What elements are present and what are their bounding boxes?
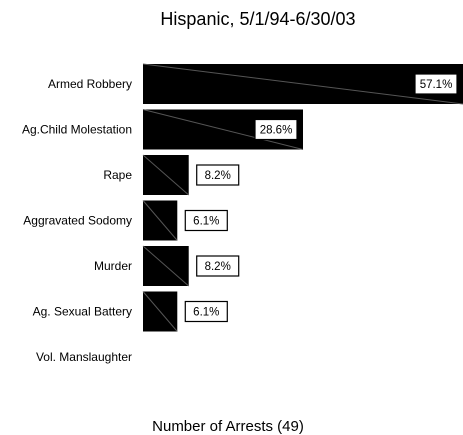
category-label: Aggravated Sodomy xyxy=(23,214,132,228)
value-label-box xyxy=(196,164,240,186)
bar-diagonal xyxy=(142,154,190,196)
value-label-box xyxy=(196,255,240,277)
bar-diagonal xyxy=(142,291,178,332)
x-axis-label: Number of Arrests (49) xyxy=(152,418,304,435)
bar-diagonal xyxy=(142,200,178,241)
value-label-box xyxy=(184,300,228,323)
value-label: 8.2% xyxy=(205,261,231,273)
value-label: 6.1% xyxy=(193,216,219,228)
value-label: 8.2% xyxy=(205,170,231,182)
value-label: 6.1% xyxy=(193,307,219,319)
bar-diagonal xyxy=(142,63,463,105)
bar-diagonal xyxy=(142,109,304,150)
category-label: Murder xyxy=(94,259,132,273)
chart-title: Hispanic, 5/1/94-6/30/03 xyxy=(160,9,355,29)
bars-group: Armed Robbery 57.1% Ag.Child Molestation 28… xyxy=(22,63,463,364)
value-label-box xyxy=(184,209,228,232)
value-label: 57.1% xyxy=(420,79,453,91)
bar-diagonal xyxy=(142,245,190,287)
category-label: Armed Robbery xyxy=(48,77,132,91)
category-label: Ag. Sexual Battery xyxy=(33,305,132,319)
category-label: Ag.Child Molestation xyxy=(22,123,132,137)
category-label: Vol. Manslaughter xyxy=(36,350,132,364)
value-label-box xyxy=(414,73,458,95)
category-label: Rape xyxy=(103,168,132,182)
value-label: 28.6% xyxy=(260,125,293,137)
value-label-box xyxy=(254,118,298,141)
